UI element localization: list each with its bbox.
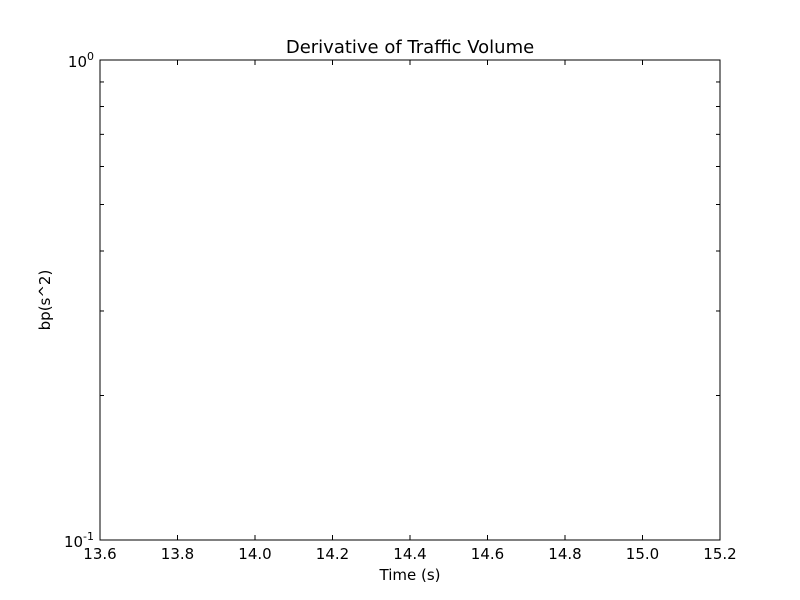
x-tick-label: 13.6 <box>83 545 116 563</box>
x-tick-label: 14.4 <box>393 545 426 563</box>
chart-title: Derivative of Traffic Volume <box>286 37 534 58</box>
x-tick-label: 15.2 <box>703 545 736 563</box>
x-axis: 13.6 13.8 14.0 14.2 14.4 14.6 14.8 15.0 15.2 <box>83 60 737 563</box>
x-tick-label: 14.0 <box>238 545 271 563</box>
y-tick-exponent: 0 <box>87 50 94 63</box>
y-tick-base: 10 <box>68 53 87 71</box>
plot-area <box>99 59 721 541</box>
x-tick-label: 13.8 <box>161 545 194 563</box>
y-tick-label: 100 <box>68 50 94 71</box>
x-tick-label: 15.0 <box>626 545 659 563</box>
x-tick-label: 14.6 <box>471 545 504 563</box>
x-tick-label: 14.2 <box>316 545 349 563</box>
y-tick-label: 10-1 <box>64 530 94 551</box>
y-tick-exponent: -1 <box>83 530 94 543</box>
y-tick-base: 10 <box>64 533 83 551</box>
x-tick-label: 14.8 <box>548 545 581 563</box>
x-axis-label: Time (s) <box>379 566 441 584</box>
y-axis-label: bp(s^2) <box>36 270 54 331</box>
